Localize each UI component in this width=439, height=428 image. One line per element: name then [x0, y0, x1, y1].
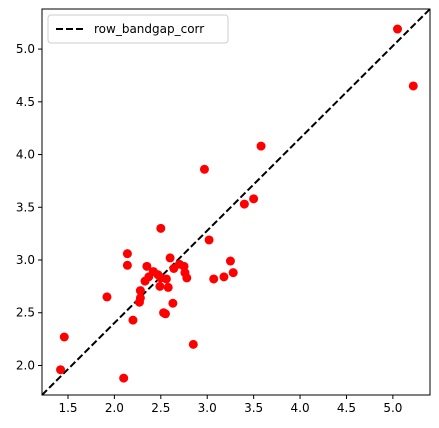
reference-line [41, 8, 431, 396]
y-tick-label: 2.0 [16, 358, 35, 372]
data-point [408, 81, 418, 91]
data-point [204, 235, 214, 245]
data-point [128, 315, 138, 325]
data-point [393, 24, 403, 34]
data-point [122, 260, 132, 270]
x-tick-label: 3.0 [198, 401, 217, 415]
data-point [160, 309, 170, 319]
data-point [228, 268, 238, 278]
data-point [188, 339, 198, 349]
y-axis: 2.0 2.5 3.0 3.5 4.0 4.5 5.0 [16, 42, 42, 372]
data-point [135, 293, 145, 303]
y-tick-label: 3.0 [16, 253, 35, 267]
legend-box [47, 14, 229, 44]
data-point [249, 194, 259, 204]
data-point [209, 274, 219, 284]
data-point [161, 274, 171, 284]
data-point [219, 272, 229, 282]
data-point [156, 223, 166, 233]
data-point [239, 199, 249, 209]
legend: row_bandgap_corr [47, 14, 229, 44]
y-tick-label: 3.5 [16, 200, 35, 214]
x-tick-label: 2.5 [151, 401, 170, 415]
data-point [122, 249, 132, 259]
x-tick-label: 2.0 [105, 401, 124, 415]
data-point [256, 141, 266, 151]
data-point [59, 332, 69, 342]
data-point [225, 256, 235, 266]
y-tick-label: 4.5 [16, 95, 35, 109]
y-tick-label: 5.0 [16, 42, 35, 56]
x-tick-label: 3.5 [244, 401, 263, 415]
x-axis: 1.5 2.0 2.5 3.0 3.5 4.0 4.5 5.0 [58, 395, 402, 415]
data-point [168, 298, 178, 308]
x-tick-label: 4.5 [337, 401, 356, 415]
data-point [102, 292, 112, 302]
x-tick-label: 5.0 [383, 401, 402, 415]
data-point [163, 282, 173, 292]
data-point [56, 365, 66, 375]
x-tick-label: 1.5 [58, 401, 77, 415]
plot-area [41, 8, 431, 396]
data-point [135, 286, 145, 296]
data-point [182, 273, 192, 283]
legend-label: row_bandgap_corr [94, 22, 204, 36]
data-point [199, 164, 209, 174]
data-point [119, 373, 129, 383]
y-tick-label: 4.0 [16, 148, 35, 162]
plot-frame [41, 8, 431, 396]
data-point [142, 261, 152, 271]
data-point [165, 253, 175, 263]
x-tick-label: 4.0 [291, 401, 310, 415]
y-tick-label: 2.5 [16, 306, 35, 320]
data-point [155, 281, 165, 291]
